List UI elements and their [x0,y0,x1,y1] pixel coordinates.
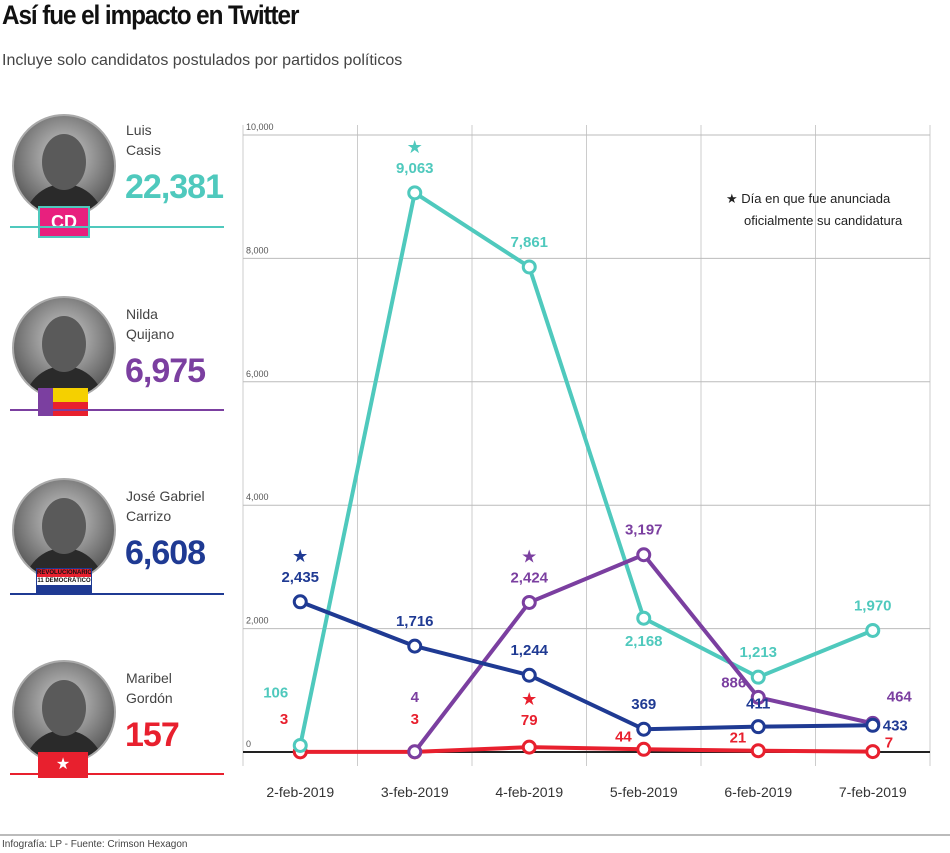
data-point [521,667,537,683]
data-label: 21 [730,730,747,747]
x-tick-label: 5-feb-2019 [610,784,678,800]
x-tick-label: 3-feb-2019 [381,784,449,800]
data-point [292,594,308,610]
subtitle: Incluye solo candidatos postulados por p… [2,52,403,69]
data-point [865,717,881,733]
y-tick-label: 0 [246,739,251,749]
data-label: 79 [521,712,538,729]
data-label: 2,168 [625,633,663,650]
avatar [12,114,116,218]
data-point [521,594,537,610]
source-credit: Infografía: LP - Fuente: Crimson Hexagon [2,839,188,850]
series-line-3 [300,745,873,754]
data-point [636,721,652,737]
legend-text-2: oficialmente su candidatura [744,213,903,228]
candidate-casis: CD Luis Casis 22,381 [0,110,225,240]
y-tick-label: 8,000 [246,245,269,255]
candidate-name: José Gabriel Carrizo [126,488,205,524]
data-label: 464 [887,688,913,705]
data-point [750,719,766,735]
candidate-name: Luis Casis [126,122,162,158]
data-label: 3 [280,711,288,728]
series-line-0 [298,190,874,746]
page-title: Así fue el impacto en Twitter [2,0,299,30]
data-label: 369 [631,696,656,713]
data-label: 44 [615,728,632,745]
data-point [407,744,423,760]
y-tick-label: 10,000 [246,122,274,132]
candidate-name: Nilda Quijano [126,306,175,342]
star-icon: ★ [407,137,423,157]
data-point [407,638,423,654]
data-point [636,610,652,626]
y-tick-label: 2,000 [246,616,269,626]
legend: ★ Día en que fue anunciada oficialmente … [726,188,902,232]
divider [10,409,224,411]
candidate-quijano: Nilda Quijano 6,975 [0,294,225,424]
data-point [521,259,537,275]
candidate-total: 22,381 [125,168,224,206]
data-label: 433 [883,717,908,734]
data-point [407,185,423,201]
star-icon: ★ [292,546,308,566]
candidate-name: Maribel Gordón [126,670,173,706]
candidate-carrizo: REVOLUCIONARIO 11 DEMOCRÁTICO José Gabri… [0,478,225,608]
data-point [865,744,881,760]
data-label: 106 [263,684,288,701]
candidate-total: 6,608 [125,534,206,572]
series-line-2 [299,599,873,732]
avatar [12,478,116,582]
star-icon: ★ [521,689,537,709]
data-point [521,739,537,755]
party-logo: REVOLUCIONARIO 11 DEMOCRÁTICO [36,568,92,594]
avatar [12,660,116,764]
data-label: 3 [411,711,419,728]
data-label: 1,716 [396,613,434,630]
candidate-total: 157 [125,716,180,754]
data-point [636,547,652,563]
divider [0,834,950,836]
data-point [292,737,308,753]
divider [10,593,224,595]
data-point [750,689,766,705]
y-tick-label: 6,000 [246,369,269,379]
data-label: 7,861 [510,234,548,251]
data-point [750,669,766,685]
candidate-gordon: ★ Maribel Gordón 157 [0,660,225,790]
data-label: 4 [411,689,420,706]
legend-text: Día en que fue anunciada [741,191,891,206]
x-tick-label: 2-feb-2019 [266,784,334,800]
y-tick-label: 4,000 [246,492,269,502]
divider [10,773,224,775]
star-icon: ★ [726,191,738,206]
candidate-total: 6,975 [125,352,206,390]
data-label: 1,213 [739,644,777,661]
data-label: 2,435 [281,569,319,586]
data-label: 3,197 [625,522,663,539]
divider [10,226,224,228]
data-label: 1,244 [510,642,548,659]
x-tick-label: 7-feb-2019 [839,784,907,800]
data-point [636,741,652,757]
data-point [750,743,766,759]
avatar [12,296,116,400]
data-label: 7 [885,735,893,752]
data-label: 411 [746,696,770,713]
data-label: 1,970 [854,597,892,614]
x-tick-label: 4-feb-2019 [495,784,563,800]
data-label: 9,063 [396,160,434,177]
data-label: 2,424 [510,569,548,586]
x-tick-label: 6-feb-2019 [724,784,792,800]
star-icon: ★ [521,546,537,566]
data-label: 886 [721,674,746,691]
data-point [865,622,881,638]
